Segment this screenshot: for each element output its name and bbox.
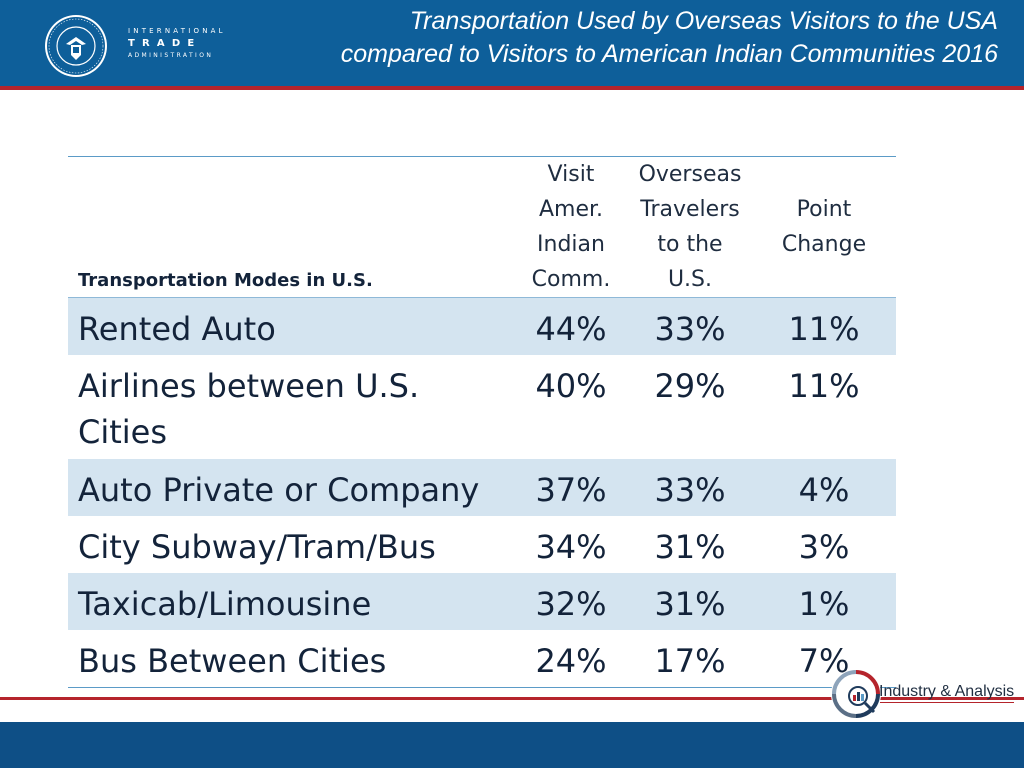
row-overseas-value: 31% [654, 528, 726, 566]
transport-table: Transportation Modes in U.S. Visit Amer.… [68, 156, 896, 688]
agency-line-3: ADMINISTRATION [128, 52, 214, 59]
agency-line-1: INTERNATIONAL [128, 27, 226, 35]
table-row: Taxicab/Limousine 32% 31% 1% [68, 573, 896, 630]
row-aic-value: 40% [535, 367, 607, 405]
table-row: Rented Auto 44% 33% 11% [68, 298, 896, 355]
row-mode: Rented Auto [78, 310, 276, 348]
title-line-1: Transportation Used by Overseas Visitors… [409, 7, 998, 35]
column-header-aic-line: Comm. [531, 267, 611, 292]
row-change-value: 1% [798, 585, 850, 623]
column-header-overseas-line: Travelers [640, 197, 740, 222]
page-title: Transportation Used by Overseas Visitors… [238, 5, 998, 71]
table-row: City Subway/Tram/Bus 34% 31% 3% [68, 516, 896, 573]
column-header-change-line: Point [796, 197, 852, 222]
row-change-value: 7% [798, 642, 850, 680]
row-change-value: 11% [788, 367, 860, 405]
row-change-value: 3% [798, 528, 850, 566]
column-header-aic: Visit Amer. Indian Comm. [514, 157, 628, 297]
column-header-overseas: Overseas Travelers to the U.S. [628, 157, 752, 297]
table-row: Auto Private or Company 37% 33% 4% [68, 459, 896, 516]
footer-divider-thin [880, 702, 1014, 703]
column-header-overseas-line: to the [657, 232, 723, 257]
row-overseas-value: 33% [654, 310, 726, 348]
table-row: Airlines between U.S. Cities 40% 29% 11% [68, 355, 896, 459]
column-header-overseas-line: U.S. [667, 267, 713, 292]
header-divider [0, 86, 1024, 90]
row-aic-value: 32% [535, 585, 607, 623]
footer-band [0, 722, 1024, 768]
agency-line-2: TRADE [128, 38, 202, 49]
title-line-2: compared to Visitors to American Indian … [340, 40, 998, 68]
agency-wordmark: INTERNATIONAL TRADE ADMINISTRATION [128, 28, 226, 59]
row-mode: Airlines between U.S. Cities [78, 367, 420, 451]
column-header-change-line: Change [781, 232, 867, 257]
row-overseas-value: 31% [654, 585, 726, 623]
row-aic-value: 34% [535, 528, 607, 566]
footer-divider [0, 697, 1024, 700]
row-change-value: 11% [788, 310, 860, 348]
row-mode: Auto Private or Company [78, 471, 480, 509]
row-mode: Taxicab/Limousine [78, 585, 372, 623]
column-header-aic-line: Visit [547, 162, 595, 187]
brand-label: Industry & Analysis [879, 683, 1015, 700]
table-row: Bus Between Cities 24% 17% 7% [68, 630, 896, 687]
column-header-aic-line: Indian [537, 232, 605, 257]
column-header-change: Point Change [752, 157, 896, 297]
table-header: Transportation Modes in U.S. Visit Amer.… [68, 157, 896, 298]
row-overseas-value: 17% [654, 642, 726, 680]
commerce-seal-icon [45, 15, 107, 77]
row-overseas-value: 29% [654, 367, 726, 405]
row-mode: Bus Between Cities [78, 642, 387, 680]
row-aic-value: 24% [535, 642, 607, 680]
row-mode: City Subway/Tram/Bus [78, 528, 436, 566]
column-header-overseas-line: Overseas [638, 162, 742, 187]
column-header-mode: Transportation Modes in U.S. [78, 270, 373, 291]
row-overseas-value: 33% [654, 471, 726, 509]
row-aic-value: 37% [535, 471, 607, 509]
header-band: INTERNATIONAL TRADE ADMINISTRATION Trans… [0, 0, 1024, 86]
column-header-aic-line: Amer. [538, 197, 604, 222]
row-change-value: 4% [798, 471, 850, 509]
row-aic-value: 44% [535, 310, 607, 348]
industry-analysis-logo-icon [831, 669, 881, 719]
